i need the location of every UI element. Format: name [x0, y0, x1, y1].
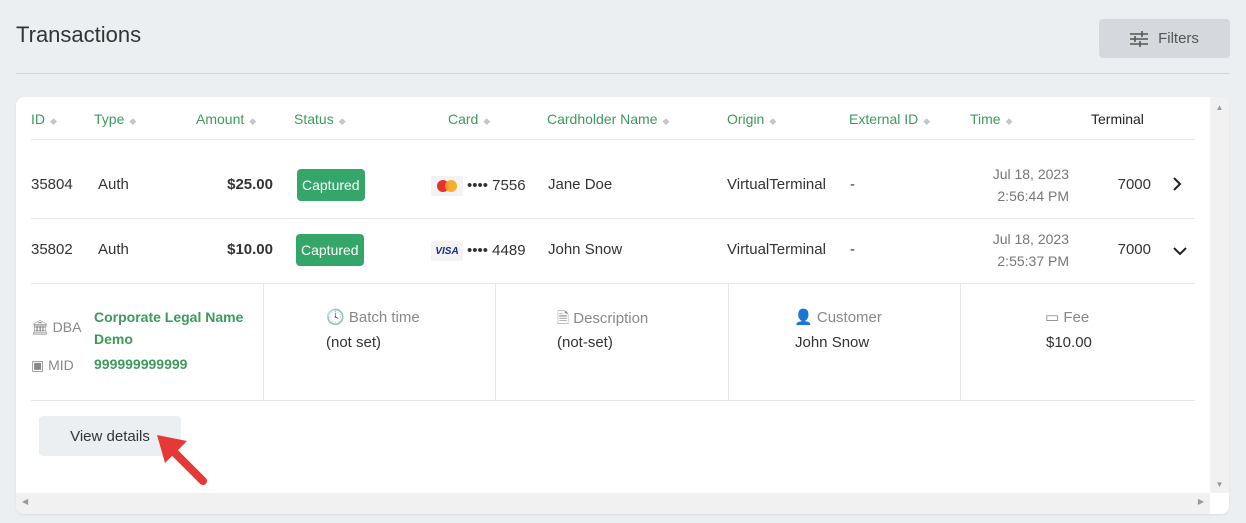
row-terminal: 7000: [1117, 241, 1151, 258]
divider: [728, 283, 729, 400]
row-id: 35804: [31, 176, 73, 193]
row-cardholder: John Snow: [548, 241, 623, 258]
dba-label: 🏛 DBA: [31, 319, 82, 335]
chevron-right-icon[interactable]: [1171, 176, 1183, 197]
divider: [495, 283, 496, 400]
row-type: Auth: [98, 176, 129, 193]
row-time: Jul 18, 2023 2:55:37 PM: [992, 231, 1069, 269]
document-icon: 🗎: [557, 310, 570, 327]
fee-label: ▭ Fee: [1045, 309, 1090, 326]
user-icon: 👤: [794, 309, 813, 326]
divider: [31, 139, 1195, 140]
header-card[interactable]: Card ◆: [448, 111, 491, 127]
header-terminal: Terminal: [1091, 111, 1144, 127]
header-cardholder[interactable]: Cardholder Name ◆: [547, 111, 670, 127]
mastercard-icon: [431, 176, 463, 196]
chevron-down-icon[interactable]: [1172, 244, 1188, 262]
money-icon: ▭: [1045, 309, 1060, 326]
page-title: Transactions: [16, 22, 142, 47]
divider: [263, 283, 264, 400]
header-id[interactable]: ID ◆: [31, 111, 57, 127]
annotation-arrow-icon: [157, 435, 207, 485]
header-origin[interactable]: Origin ◆: [727, 111, 777, 127]
status-badge: Captured: [297, 169, 365, 201]
sliders-icon: [1130, 30, 1149, 47]
row-time: Jul 18, 2023 2:56:44 PM: [992, 166, 1069, 204]
divider: [31, 283, 1195, 284]
header-time[interactable]: Time ◆: [970, 111, 1013, 127]
divider: [31, 218, 1195, 219]
divider: [16, 73, 1230, 74]
filters-label: Filters: [1158, 30, 1199, 47]
divider: [31, 400, 1195, 401]
bank-icon: 🏛: [31, 319, 49, 335]
header-amount[interactable]: Amount ◆: [196, 111, 257, 127]
transactions-table: ID ◆ Type ◆ Amount ◆ Status ◆ Card ◆ Cardhold…: [16, 97, 1229, 514]
batch-time-label: 🕓 Batch time: [326, 309, 420, 326]
header-type[interactable]: Type ◆: [94, 111, 137, 127]
row-type: Auth: [98, 241, 129, 258]
customer-label: 👤 Customer: [794, 309, 882, 326]
customer-value: John Snow: [795, 334, 870, 351]
row-terminal: 7000: [1117, 176, 1151, 193]
header-status[interactable]: Status ◆: [294, 111, 346, 127]
id-card-icon: ▣: [31, 357, 45, 373]
row-card: VISA •••• 4489: [431, 241, 526, 261]
fee-value: $10.00: [1046, 334, 1092, 351]
vertical-scrollbar[interactable]: ▲ ▼: [1210, 97, 1229, 493]
mid-label: ▣ MID: [31, 357, 74, 373]
row-amount: $10.00: [227, 241, 273, 258]
status-badge: Captured: [296, 234, 364, 266]
row-external-id: -: [850, 176, 855, 193]
row-cardholder: Jane Doe: [548, 176, 613, 193]
mid-value: 999999999999: [94, 356, 188, 372]
divider: [960, 283, 961, 400]
row-card: •••• 7556: [431, 176, 526, 196]
horizontal-scrollbar[interactable]: ◀ ▶: [16, 493, 1210, 514]
description-value: (not-set): [557, 334, 613, 351]
batch-time-value: (not set): [326, 334, 382, 351]
row-origin: VirtualTerminal: [727, 176, 826, 193]
row-id: 35802: [31, 241, 73, 258]
header-external-id[interactable]: External ID ◆: [849, 111, 931, 127]
clock-icon: 🕓: [326, 309, 345, 326]
row-amount: $25.00: [227, 176, 273, 193]
visa-icon: VISA: [431, 241, 463, 261]
row-origin: VirtualTerminal: [727, 241, 826, 258]
filters-button[interactable]: Filters: [1099, 19, 1230, 58]
description-label: 🗎 Description: [557, 310, 649, 327]
row-external-id: -: [850, 241, 855, 258]
dba-value: Corporate Legal Name Demo: [94, 309, 244, 347]
